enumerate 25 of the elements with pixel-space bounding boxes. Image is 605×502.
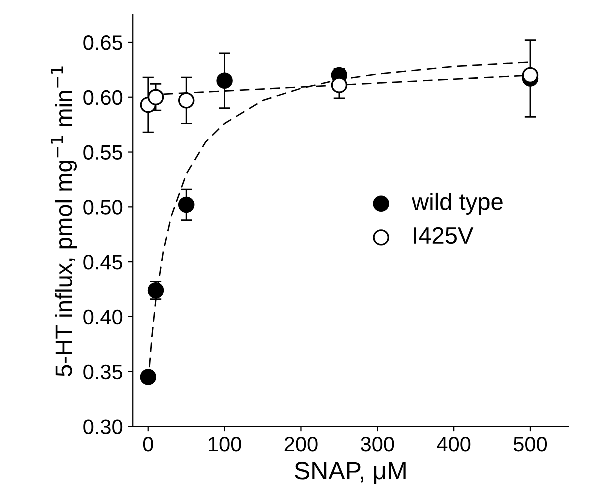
x-axis-title: SNAP, μM: [295, 462, 406, 484]
x-tick-label: 200: [284, 436, 318, 452]
y-tick-label: 0.40: [84, 310, 123, 325]
point: [331, 77, 348, 94]
x-tick-label: 500: [514, 436, 548, 452]
point: [178, 196, 195, 214]
point: [522, 67, 539, 84]
y-tick-label: 0.35: [84, 364, 123, 380]
legend-label: wild type: [412, 192, 503, 215]
point: [178, 92, 195, 109]
x-tick-label: 100: [209, 436, 242, 452]
legend-label: I425V: [414, 227, 474, 244]
y-tick-label: 0.30: [84, 420, 123, 434]
y-tick-label: 0.45: [84, 255, 123, 270]
point: [140, 369, 157, 386]
point: [216, 72, 233, 90]
x-tick-label: 300: [361, 436, 394, 452]
y-tick-label: 0.60: [84, 90, 123, 106]
point: [148, 89, 164, 106]
y-axis-title: 5-HT influx, pmol mg$^{−1}$ min$^{−1}$: [51, 66, 78, 376]
x-tick-label: 0: [143, 436, 154, 452]
x-tick-label: 400: [437, 436, 471, 452]
y-tick-label: 0.50: [84, 200, 123, 215]
y-tick-label: 0.65: [84, 36, 123, 50]
y-tick-label: 0.55: [84, 145, 123, 160]
